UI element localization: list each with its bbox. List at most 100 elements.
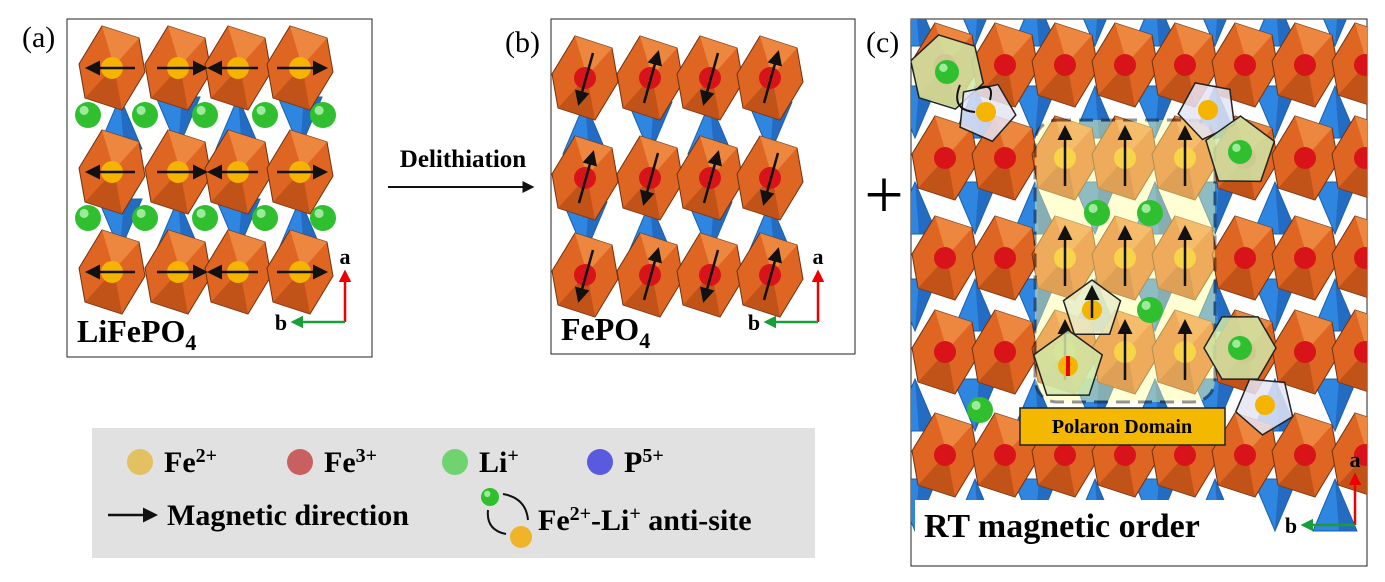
legend-swatch: [587, 449, 613, 475]
panel-caption: RT magnetic order: [924, 508, 1200, 545]
panel-label: (c): [866, 26, 899, 59]
li-ion: [967, 397, 993, 423]
octahedron-facet: [995, 310, 1032, 350]
li-highlight: [1232, 339, 1241, 348]
formula: LiFePO4: [77, 313, 196, 355]
li-ion: [1084, 200, 1110, 226]
arrow-label: Delithiation: [400, 146, 526, 173]
formula-sub: 4: [639, 328, 650, 353]
fe-ion: [1234, 444, 1256, 466]
octahedron-facet: [575, 233, 612, 273]
fe-ion: [994, 341, 1016, 363]
caption-backdrop: [915, 500, 1255, 562]
ion-charge: +: [507, 445, 518, 467]
li-ion: [192, 205, 218, 231]
li-ion: [310, 205, 336, 231]
li-highlight: [136, 208, 146, 218]
po4-facet: [975, 19, 987, 46]
legend-swatch: [127, 449, 153, 475]
fe-ion: [934, 341, 956, 363]
axis-label-a: a: [1350, 447, 1361, 472]
superscript: 2+: [570, 503, 591, 525]
fe-ion: [1234, 54, 1256, 76]
fe-ion: [1354, 247, 1367, 269]
octahedron-facet: [1235, 23, 1272, 63]
domain-label: Polaron Domain: [1052, 416, 1192, 438]
octahedron-facet: [995, 216, 1032, 256]
fe-ion: [1054, 444, 1076, 466]
superscript: +: [629, 503, 640, 525]
octahedron-facet: [290, 230, 327, 270]
legend-entry: Fe3+: [324, 445, 377, 479]
antisite-icon: [486, 493, 529, 535]
li-ion: [1137, 200, 1163, 226]
legend-entry: Fe2+: [164, 445, 217, 479]
axis-label-a: a: [813, 244, 824, 269]
formula-main: LiFePO: [77, 313, 185, 349]
fe-ion: [994, 444, 1016, 466]
octahedron-facet: [168, 26, 205, 66]
octahedron-facet: [995, 23, 1032, 63]
octahedron-facet: [935, 216, 972, 256]
antisite-hop: [956, 84, 992, 113]
octahedron-facet: [290, 130, 327, 170]
octahedron-facet: [1355, 216, 1367, 256]
po4-facet: [1275, 479, 1297, 531]
po4-facet: [120, 97, 142, 149]
fe-ion: [1354, 54, 1367, 76]
legend-entry: Magnetic direction: [167, 499, 409, 532]
li-highlight: [79, 208, 89, 218]
li-ion: [1228, 140, 1252, 164]
li-ion: [132, 102, 158, 128]
li-highlight: [1141, 203, 1151, 213]
panel-label: (a): [22, 21, 55, 54]
li-ion: [481, 488, 499, 506]
fe-ion: [1294, 247, 1316, 269]
octahedron-facet: [168, 130, 205, 170]
octahedron-facet: [935, 413, 972, 453]
li-ion: [132, 205, 158, 231]
spin-arrow: [642, 50, 662, 104]
fe-ion: [1114, 444, 1136, 466]
po4-facet: [1215, 182, 1237, 234]
li-highlight: [484, 490, 491, 497]
octahedron-facet: [228, 130, 265, 170]
spin-arrow: [700, 249, 720, 303]
panel-label: (b): [505, 26, 540, 59]
po4-facet: [1215, 19, 1227, 46]
octahedron-facet: [1295, 116, 1332, 156]
fe-ion: [1294, 444, 1316, 466]
spin-arrow: [575, 52, 595, 106]
li-highlight: [971, 400, 981, 411]
octahedron-facet: [1355, 310, 1367, 350]
octahedron-facet: [1175, 23, 1212, 63]
li-ion: [75, 205, 101, 231]
fe-ion: [1354, 341, 1367, 363]
legend-entry: Li+: [479, 445, 519, 479]
axis-label-b: b: [275, 310, 287, 335]
li-highlight: [1141, 300, 1151, 311]
legend-entry: Fe2+-Li+ anti-site: [538, 503, 752, 537]
legend-swatch: [442, 449, 468, 475]
spin-arrow: [760, 152, 780, 206]
li-highlight: [79, 105, 89, 115]
axis-label-b: b: [1285, 513, 1297, 538]
formula-main: FePO: [561, 311, 639, 347]
octahedron-facet: [1295, 413, 1332, 453]
octahedron-facet: [1295, 23, 1332, 63]
octahedron-facet: [640, 136, 677, 176]
octahedron-facet: [575, 36, 612, 76]
ion-charge: 2+: [196, 445, 217, 467]
fe-ion: [1294, 147, 1316, 169]
li-ion: [310, 102, 336, 128]
spin-arrow: [762, 247, 782, 301]
plus-sign: +: [864, 157, 903, 234]
li-ion: [252, 205, 278, 231]
ion-symbol: P: [624, 446, 642, 479]
li-ion: [1228, 336, 1252, 360]
ion-charge: 3+: [356, 445, 377, 467]
po4-facet: [1095, 19, 1107, 46]
octahedron-facet: [760, 136, 797, 176]
li-highlight: [314, 105, 324, 115]
